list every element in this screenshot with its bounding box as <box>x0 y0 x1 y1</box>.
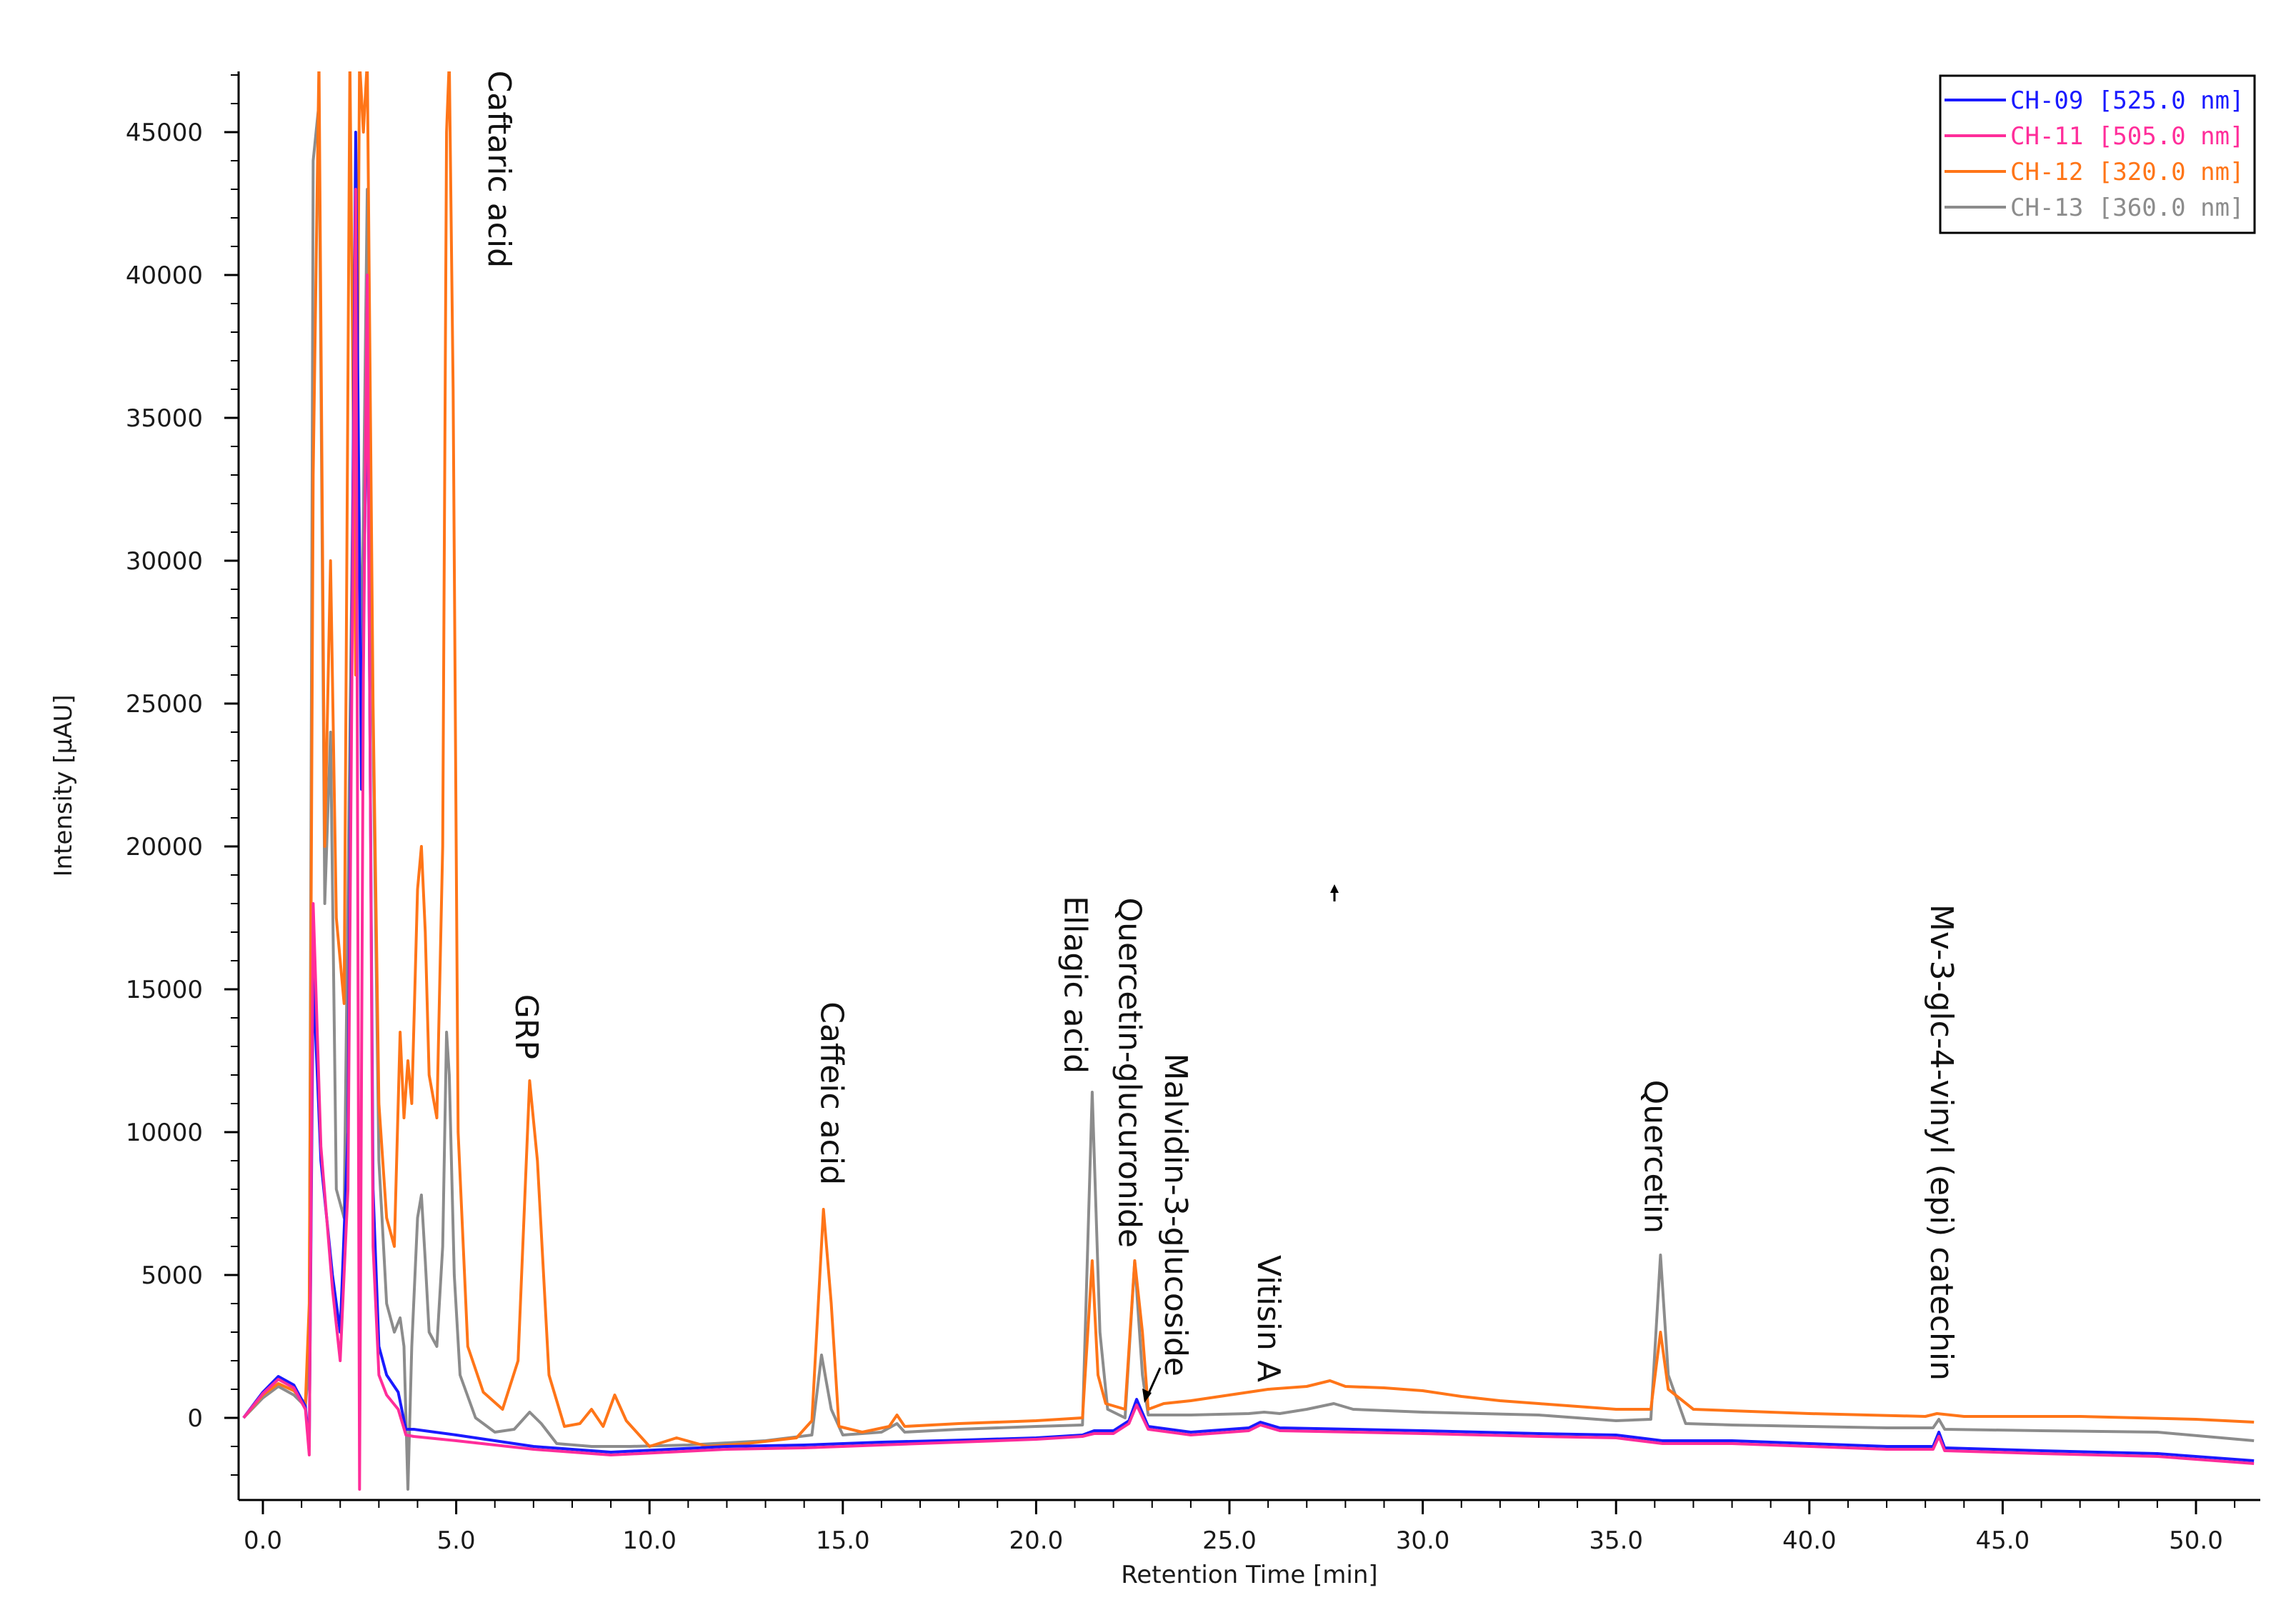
x-tick-label: 15.0 <box>816 1526 870 1555</box>
legend-entry: CH-09 [525.0 nm] <box>2010 86 2245 115</box>
y-tick-label: 35000 <box>126 404 203 433</box>
peak-label: Malvidin-3-glucoside <box>1157 1053 1194 1376</box>
legend-entry: CH-13 [360.0 nm] <box>2010 194 2245 222</box>
arrow-marker <box>1330 884 1339 901</box>
x-tick-label: 5.0 <box>437 1526 476 1555</box>
ticks-layer: 0.0 5.0 10.0 15.0 20.0 25.0 30.0 35.0 40.0 45.0 50… <box>126 74 2236 1555</box>
peak-label: Quercetin-glucuronide <box>1111 898 1147 1249</box>
axes-layer <box>237 71 2260 1501</box>
series-layer <box>242 71 2255 1491</box>
x-tick-label: 45.0 <box>1976 1526 2030 1555</box>
peak-label: Mv-3-glc-4-vinyl (epi) catechin <box>1923 904 1960 1381</box>
y-tick-label: 30000 <box>126 547 203 576</box>
legend-entry: CH-12 [320.0 nm] <box>2010 158 2245 186</box>
y-tick-label: 0 <box>187 1404 203 1433</box>
series-line-2 <box>242 188 2255 1491</box>
x-tick-label: 20.0 <box>1009 1526 1064 1555</box>
x-tick-label: 50.0 <box>2169 1526 2223 1555</box>
series-line-3 <box>242 71 2255 1448</box>
x-axis-title: Retention Time [min] <box>1121 1561 1377 1589</box>
y-tick-label: 40000 <box>126 261 203 290</box>
malvidin-pointer-arrow <box>1142 1367 1162 1403</box>
x-tick-label: 40.0 <box>1782 1526 1837 1555</box>
legend-entry: CH-11 [505.0 nm] <box>2010 122 2245 151</box>
peak-label: Caffeic acid <box>814 1001 850 1185</box>
x-tick-label: 10.0 <box>622 1526 677 1555</box>
y-tick-label: 25000 <box>126 690 203 719</box>
peak-label: Ellagic acid <box>1057 896 1094 1074</box>
peak-label: GRP <box>508 994 544 1059</box>
y-tick-label: 5000 <box>141 1261 203 1290</box>
y-tick-label: 10000 <box>126 1119 203 1147</box>
peak-label: Caftaric acid <box>481 71 517 268</box>
legend: CH-09 [525.0 nm] CH-11 [505.0 nm] CH-12 [3… <box>1939 74 2256 234</box>
x-tick-label: 35.0 <box>1589 1526 1643 1555</box>
y-axis-title: Intensity [µAU] <box>49 694 78 876</box>
y-tick-label: 20000 <box>126 833 203 861</box>
series-line-1 <box>242 131 2255 1462</box>
peak-label: Vitisin A <box>1250 1255 1287 1382</box>
x-tick-label: 30.0 <box>1396 1526 1450 1555</box>
x-tick-label: 0.0 <box>244 1526 282 1555</box>
y-tick-label: 15000 <box>126 976 203 1004</box>
x-tick-label: 25.0 <box>1202 1526 1257 1555</box>
peak-annotations: Caftaric acid GRP Caffeic acid Ellagic acid… <box>481 71 1960 1382</box>
peak-label: Quercetin <box>1637 1080 1673 1234</box>
y-tick-label: 45000 <box>126 119 203 147</box>
